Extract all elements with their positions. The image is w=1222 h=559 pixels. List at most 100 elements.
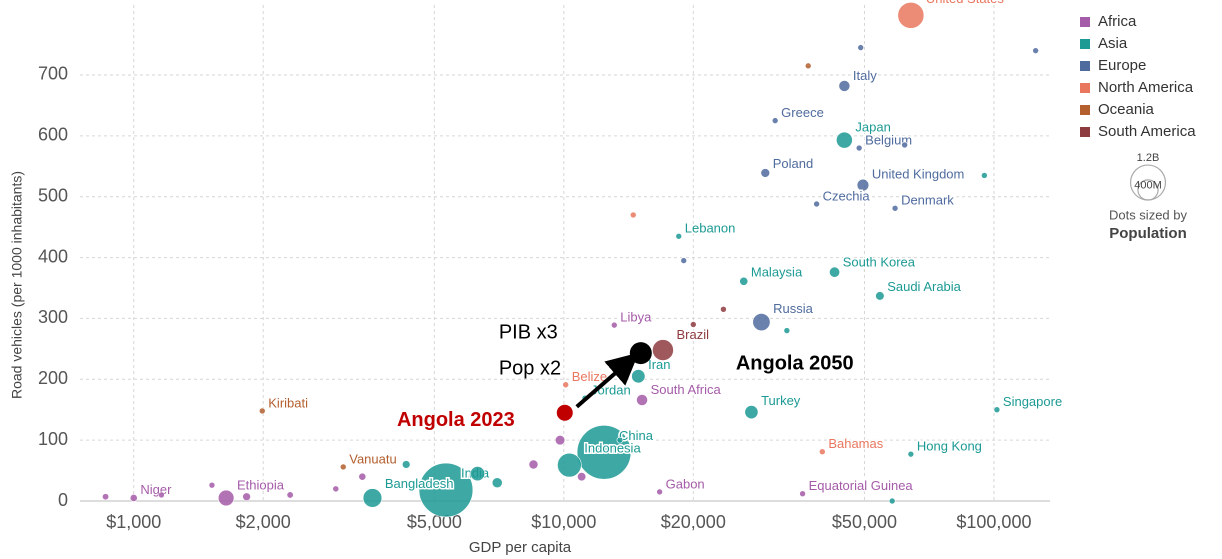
bubble — [799, 490, 806, 497]
bubble — [804, 62, 812, 70]
point-label: Belize — [572, 369, 607, 384]
y-tick-label: 0 — [58, 490, 68, 510]
bubble — [401, 460, 411, 469]
point-label: Denmark — [901, 193, 954, 208]
size-legend-circle — [1137, 179, 1159, 201]
bubble — [631, 369, 646, 384]
bubble — [744, 405, 759, 420]
point-label: Italy — [853, 68, 877, 83]
bubble — [891, 204, 899, 212]
bubble — [217, 489, 235, 507]
y-tick-label: 600 — [38, 125, 68, 145]
legend-swatch — [1080, 105, 1090, 115]
bubble — [1032, 47, 1039, 54]
bubble — [675, 232, 683, 240]
size-legend-title: Dots sized by — [1109, 207, 1188, 222]
bubble — [739, 276, 749, 286]
bubble — [752, 313, 771, 332]
y-tick-label: 400 — [38, 246, 68, 266]
size-legend-variable: Population — [1109, 225, 1187, 242]
point-label: Ethiopia — [237, 478, 285, 493]
bubble — [358, 472, 367, 481]
legend-label: North America — [1098, 79, 1194, 96]
y-tick-label: 500 — [38, 185, 68, 205]
point-label: Russia — [773, 301, 814, 316]
legend-swatch — [1080, 39, 1090, 49]
x-tick-label: $20,000 — [661, 512, 726, 532]
point-label: United States — [926, 0, 1005, 6]
point-label: Hong Kong — [917, 439, 982, 454]
point-label: Kiribati — [268, 395, 308, 410]
x-tick-label: $1,000 — [106, 512, 161, 532]
legend-swatch — [1080, 127, 1090, 137]
bubble — [629, 211, 637, 219]
arrow — [575, 352, 639, 409]
bubble — [857, 44, 864, 51]
bubble — [888, 497, 896, 505]
bubble — [636, 394, 648, 406]
bubble — [102, 493, 110, 501]
bubble — [855, 144, 863, 152]
bubble — [680, 257, 688, 264]
bubble — [771, 117, 779, 124]
point-label: Indonesia — [584, 441, 641, 456]
bubble — [577, 472, 587, 482]
bubble — [981, 172, 988, 179]
bubble — [418, 462, 474, 518]
point-label: Equatorial Guinea — [809, 478, 914, 493]
bubble — [907, 450, 915, 458]
bubble — [993, 406, 1001, 414]
point-label: Gabon — [666, 476, 705, 491]
annotation-label: Angola 2050 — [736, 352, 854, 374]
bubble — [491, 477, 503, 489]
annotation-point — [629, 342, 652, 365]
bubble — [783, 327, 791, 334]
point-label: Niger — [140, 482, 172, 497]
bubble — [856, 178, 870, 192]
legend-label: South America — [1098, 123, 1196, 140]
bubble — [129, 494, 138, 502]
legend-swatch — [1080, 83, 1090, 93]
point-label: South Africa — [651, 382, 722, 397]
point-label: Czechia — [823, 188, 871, 203]
point-label: Japan — [855, 119, 890, 134]
point-label: Lebanon — [685, 221, 736, 236]
point-label: Poland — [773, 156, 813, 171]
bubble — [332, 485, 340, 493]
point-label: Saudi Arabia — [887, 279, 961, 294]
size-legend-label: 1.2B — [1137, 152, 1160, 164]
point-label: Greece — [781, 105, 824, 120]
bubble — [875, 291, 885, 301]
legend-swatch — [1080, 17, 1090, 27]
legend-label: Oceania — [1098, 101, 1155, 118]
point-label: United Kingdom — [872, 167, 965, 182]
x-tick-label: $50,000 — [832, 512, 897, 532]
point-label: Bangladesh — [385, 476, 454, 491]
y-tick-label: 200 — [38, 368, 68, 388]
bubble — [690, 321, 697, 328]
x-axis-label: GDP per capita — [469, 539, 572, 556]
legend-swatch — [1080, 61, 1090, 71]
bubble — [760, 168, 771, 178]
bubble — [829, 266, 841, 278]
point-label: Belgium — [865, 132, 912, 147]
point-label: South Korea — [843, 254, 916, 269]
x-tick-label: $10,000 — [531, 512, 596, 532]
point-label: Bahamas — [828, 436, 883, 451]
legend-label: Europe — [1098, 57, 1146, 74]
bubble — [528, 459, 539, 470]
y-tick-label: 700 — [38, 64, 68, 84]
legend-label: Asia — [1098, 35, 1128, 52]
bubble — [838, 80, 851, 92]
point-label: Singapore — [1003, 394, 1062, 409]
annotation-label: Angola 2023 — [397, 409, 515, 431]
bubble — [897, 1, 925, 29]
bubble — [720, 305, 727, 313]
y-axis-label: Road vehicles (per 1000 inhabitants) — [9, 171, 25, 399]
bubble — [258, 407, 266, 415]
y-tick-label: 100 — [38, 429, 68, 449]
point-label: China — [619, 428, 654, 443]
bubble — [836, 131, 853, 149]
point-label: Iran — [648, 357, 670, 372]
